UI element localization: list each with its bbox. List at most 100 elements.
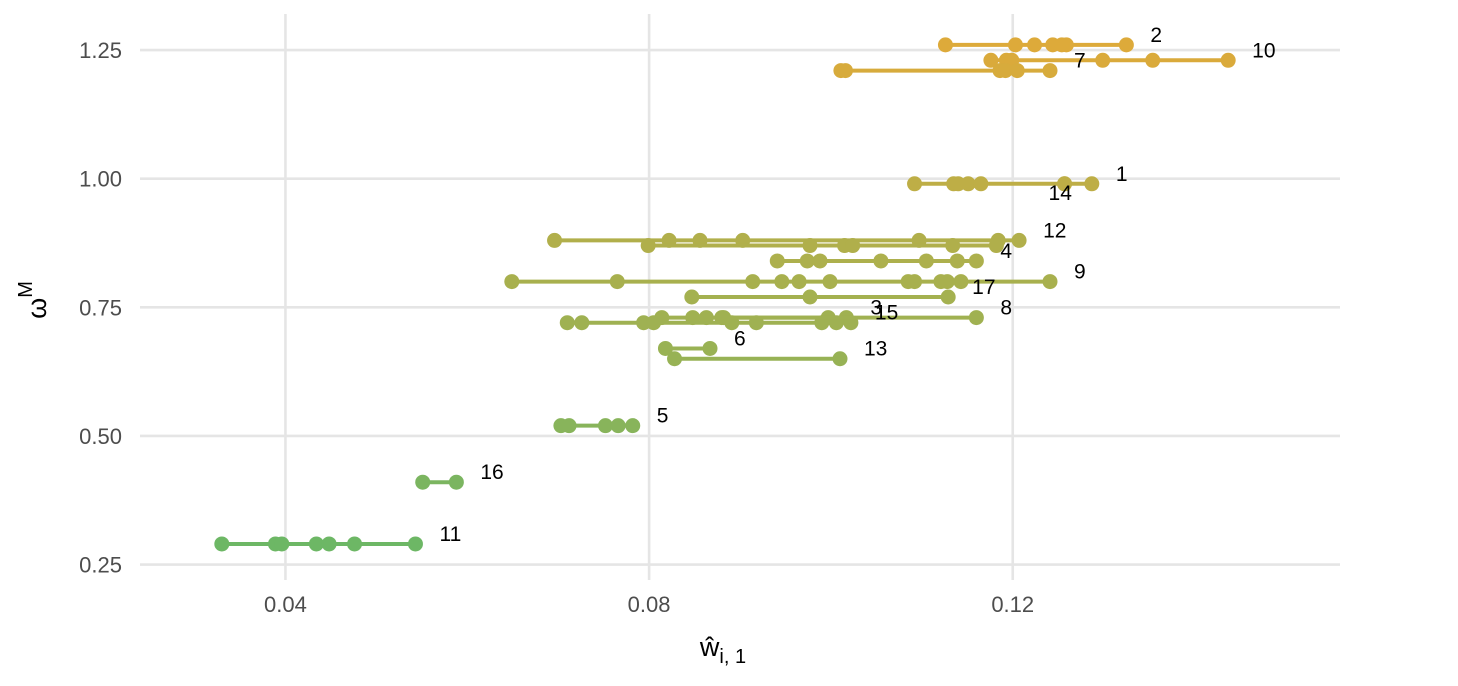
point-label: 8	[1000, 297, 1012, 320]
data-point	[945, 238, 961, 254]
y-tick-label: 1.00	[79, 167, 122, 192]
data-point	[822, 274, 838, 290]
data-point	[937, 37, 953, 53]
data-point	[802, 238, 818, 254]
data-point	[1027, 37, 1043, 53]
data-point	[274, 536, 290, 552]
point-labels: 2 10 7 1 14 12 4 9 17 315 8 6 13 5 16 11	[439, 24, 1275, 546]
point-label: 2	[1150, 24, 1162, 47]
data-point	[983, 52, 999, 68]
point-label: 7	[1074, 50, 1086, 73]
data-point	[1007, 37, 1023, 53]
point-label: 9	[1074, 261, 1086, 284]
x-axis-title: ŵi, 1	[699, 632, 746, 668]
series-7	[833, 63, 1058, 79]
data-point	[960, 176, 976, 192]
data-point	[997, 63, 1013, 79]
data-point	[597, 418, 613, 434]
point-label: 15	[875, 302, 898, 325]
series-4	[769, 253, 984, 269]
series-5	[553, 418, 641, 434]
series-6	[657, 340, 718, 356]
data-point	[504, 274, 520, 290]
data-point	[609, 274, 625, 290]
data-point	[716, 310, 732, 326]
data-series	[214, 37, 1236, 552]
data-point	[667, 351, 683, 367]
data-point	[214, 536, 230, 552]
data-point	[873, 253, 889, 269]
data-point	[1057, 176, 1073, 192]
data-point	[832, 351, 848, 367]
data-point	[845, 238, 861, 254]
data-point	[1058, 37, 1074, 53]
data-point	[646, 315, 662, 331]
y-tick-label: 0.25	[79, 553, 122, 578]
data-point	[1009, 63, 1025, 79]
data-point	[799, 253, 815, 269]
series-1	[907, 176, 1100, 192]
series-11	[214, 536, 423, 552]
point-label: 14	[1049, 182, 1073, 205]
point-label: 11	[439, 523, 461, 546]
data-point	[953, 274, 969, 290]
data-point	[774, 274, 790, 290]
series-unlabeled	[640, 238, 1004, 254]
data-point	[610, 418, 626, 434]
data-point	[968, 310, 984, 326]
data-point	[802, 289, 818, 305]
series-8	[716, 310, 984, 326]
series-13	[667, 351, 848, 367]
y-axis-title-superscript: M	[15, 281, 37, 298]
y-axis-title-main: ω	[22, 298, 52, 319]
data-point	[907, 176, 923, 192]
data-point	[812, 253, 828, 269]
data-point	[448, 474, 464, 490]
data-point	[574, 315, 590, 331]
data-point	[1042, 274, 1058, 290]
point-label: 6	[734, 327, 746, 350]
point-label: 3	[870, 297, 882, 320]
data-point	[657, 340, 673, 356]
y-axis-title: ωM	[15, 281, 52, 319]
data-point	[1042, 63, 1058, 79]
series-16	[415, 474, 464, 490]
grid	[140, 14, 1340, 580]
series-2	[937, 37, 1134, 53]
data-point	[918, 253, 934, 269]
data-point	[907, 274, 923, 290]
x-axis-title-main: ŵ	[699, 632, 720, 662]
data-point	[745, 274, 761, 290]
data-point	[308, 536, 324, 552]
data-point	[1084, 176, 1100, 192]
data-point	[625, 418, 641, 434]
data-point	[407, 536, 423, 552]
point-label: 10	[1252, 39, 1275, 62]
series-9	[504, 274, 1058, 290]
x-axis-ticks: 0.04 0.08 0.12	[264, 592, 1034, 617]
y-tick-label: 0.75	[79, 295, 122, 320]
data-point	[547, 232, 563, 248]
series-17	[684, 289, 956, 305]
x-axis-title-subscript: i, 1	[719, 646, 746, 668]
data-point	[968, 253, 984, 269]
data-point	[702, 340, 718, 356]
x-tick-label: 0.12	[991, 592, 1034, 617]
data-point	[949, 253, 965, 269]
data-point	[940, 289, 956, 305]
data-point	[769, 253, 785, 269]
point-label: 17	[972, 276, 995, 299]
point-label: 16	[480, 461, 503, 484]
point-label: 4	[1000, 240, 1012, 263]
y-axis-ticks: 0.25 0.50 0.75 1.00 1.25	[79, 38, 122, 578]
data-point	[837, 63, 853, 79]
data-point	[988, 238, 1004, 254]
series-14	[1057, 176, 1073, 192]
data-point	[1220, 52, 1236, 68]
point-label: 13	[864, 338, 887, 361]
x-tick-label: 0.08	[628, 592, 671, 617]
data-point	[640, 238, 656, 254]
data-point	[1011, 232, 1027, 248]
point-label: 12	[1043, 219, 1066, 242]
